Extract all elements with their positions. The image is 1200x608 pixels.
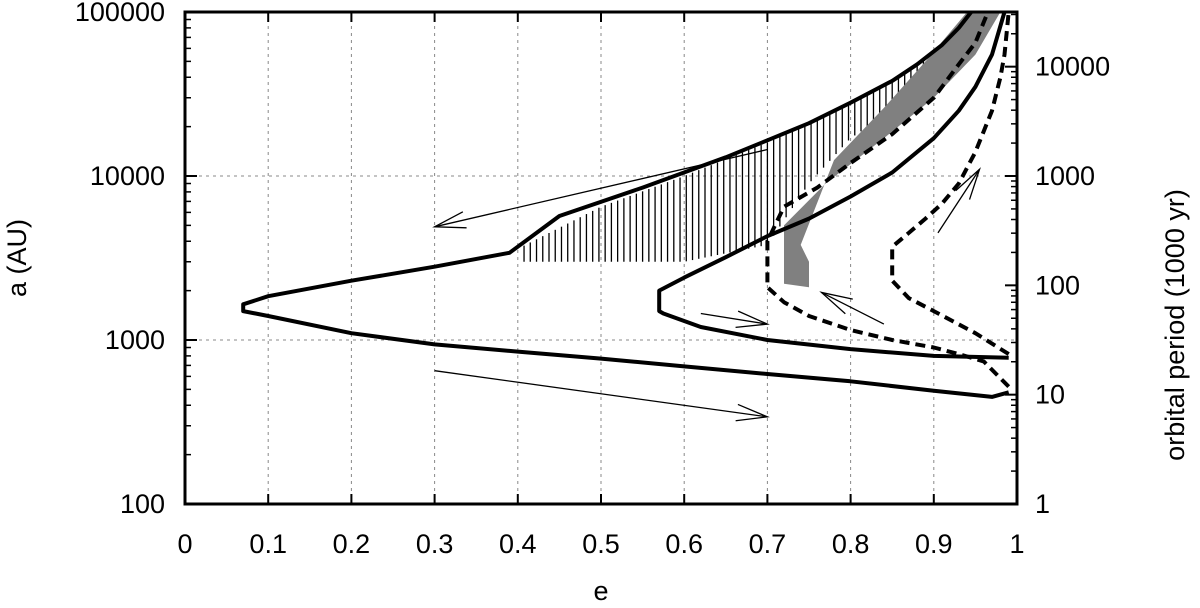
y2-tick-label: 10000 bbox=[1035, 52, 1110, 82]
arrow bbox=[432, 148, 768, 229]
series-line-1 bbox=[241, 10, 1010, 399]
x-tick-label: 1 bbox=[1009, 529, 1024, 559]
x-tick-label: 0.2 bbox=[333, 529, 371, 559]
tick-layer: 0 0.1 0.2 0.3 0.4 0.5 0.6 0.7 0.8 0.9 1 100 1000 1000… bbox=[75, 0, 1110, 559]
x-tick-label: 0.5 bbox=[582, 529, 620, 559]
y-tick-label: 100 bbox=[120, 489, 165, 519]
arrow bbox=[819, 291, 885, 325]
x-tick-label: 0.1 bbox=[249, 529, 287, 559]
y-tick-label: 1000 bbox=[105, 325, 165, 355]
y-tick-label: 10000 bbox=[90, 161, 165, 191]
series-line-3 bbox=[765, 11, 1011, 389]
x-tick-label: 0.9 bbox=[915, 529, 953, 559]
y2-tick-label: 1000 bbox=[1035, 161, 1095, 191]
shaded-region bbox=[784, 12, 1001, 288]
y2-axis-label: orbital period (1000 yr) bbox=[1160, 189, 1190, 461]
y2-tick-label: 1 bbox=[1035, 489, 1050, 519]
x-tick-label: 0 bbox=[177, 529, 192, 559]
arrow bbox=[700, 310, 770, 329]
x-tick-label: 0.6 bbox=[665, 529, 703, 559]
series-line-2 bbox=[657, 11, 1009, 360]
x-tick-label: 0.7 bbox=[749, 529, 787, 559]
x-tick-label: 0.3 bbox=[416, 529, 454, 559]
arrow bbox=[937, 167, 981, 234]
arrow-layer bbox=[432, 148, 981, 422]
x-axis-label: e bbox=[593, 576, 608, 606]
y-tick-label: 100000 bbox=[75, 0, 165, 27]
y-axis-label: a (AU) bbox=[2, 219, 32, 297]
shaded-area bbox=[784, 12, 1001, 288]
arrow bbox=[434, 370, 770, 422]
y2-tick-label: 100 bbox=[1035, 270, 1080, 300]
series-layer bbox=[241, 10, 1011, 399]
x-tick-label: 0.4 bbox=[499, 529, 537, 559]
hatched-region bbox=[523, 32, 956, 262]
series-line-4 bbox=[890, 11, 1011, 356]
x-tick-label: 0.8 bbox=[832, 529, 870, 559]
y2-tick-label: 10 bbox=[1035, 380, 1065, 410]
